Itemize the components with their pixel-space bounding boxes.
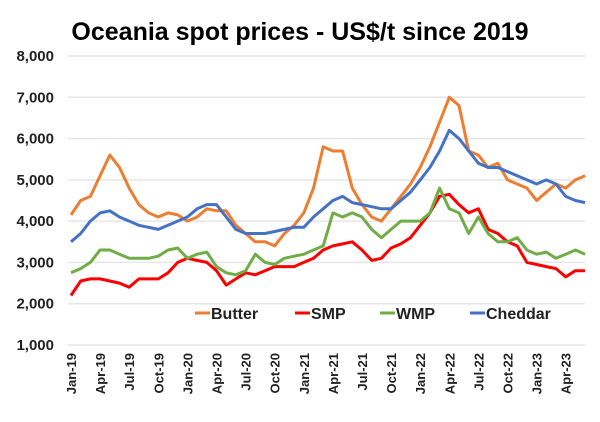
x-tick-label: Jan-21 bbox=[297, 353, 312, 394]
x-tick-label: Jan-20 bbox=[180, 353, 195, 394]
legend-label: Butter bbox=[211, 306, 258, 323]
x-tick-label: Oct-20 bbox=[268, 353, 283, 393]
x-tick-label: Oct-22 bbox=[501, 353, 516, 393]
y-tick-label: 2,000 bbox=[16, 296, 54, 313]
series-line-smp bbox=[69, 192, 586, 297]
series-lines bbox=[69, 95, 586, 297]
series-line-butter bbox=[69, 95, 586, 248]
x-tick-label: Apr-19 bbox=[93, 353, 108, 394]
y-tick-label: 8,000 bbox=[16, 48, 54, 65]
series-line-wmp bbox=[70, 186, 586, 277]
x-tick-label: Oct-19 bbox=[151, 353, 166, 393]
y-tick-label: 3,000 bbox=[16, 254, 54, 271]
x-tick-label: Apr-23 bbox=[559, 353, 574, 394]
legend-label: SMP bbox=[311, 306, 346, 323]
y-tick-label: 4,000 bbox=[16, 213, 54, 230]
x-tick-label: Jul-22 bbox=[471, 353, 486, 391]
legend: Butter SMP WMP Cheddar bbox=[195, 306, 551, 323]
x-tick-label: Oct-21 bbox=[384, 353, 399, 393]
x-tick-label: Jan-23 bbox=[530, 353, 545, 394]
x-axis: Jan-19 Apr-19 Jul-19 Oct-19 Jan-20 Apr-20 Jul-… bbox=[64, 353, 574, 394]
x-tick-label: Jul-21 bbox=[355, 353, 370, 391]
x-tick-label: Jul-19 bbox=[122, 353, 137, 391]
y-tick-label: 6,000 bbox=[16, 131, 54, 148]
x-tick-label: Apr-20 bbox=[210, 353, 225, 394]
series-line-cheddar bbox=[70, 128, 586, 243]
chart-title: Oceania spot prices - US$/t since 2019 bbox=[71, 18, 528, 46]
y-axis: 1,000 2,000 3,000 4,000 5,000 6,000 7,000 8,000 bbox=[16, 48, 54, 354]
gridlines bbox=[68, 55, 585, 346]
y-tick-label: 5,000 bbox=[16, 172, 54, 189]
legend-label: WMP bbox=[396, 306, 435, 323]
x-tick-label: Apr-21 bbox=[326, 353, 341, 394]
x-tick-label: Apr-22 bbox=[442, 353, 457, 394]
legend-label: Cheddar bbox=[486, 306, 551, 323]
x-tick-label: Jul-20 bbox=[239, 353, 254, 391]
x-tick-label: Jan-22 bbox=[413, 353, 428, 394]
y-tick-label: 7,000 bbox=[16, 89, 54, 106]
x-tick-label: Jan-19 bbox=[64, 353, 79, 394]
y-tick-label: 1,000 bbox=[16, 337, 54, 354]
